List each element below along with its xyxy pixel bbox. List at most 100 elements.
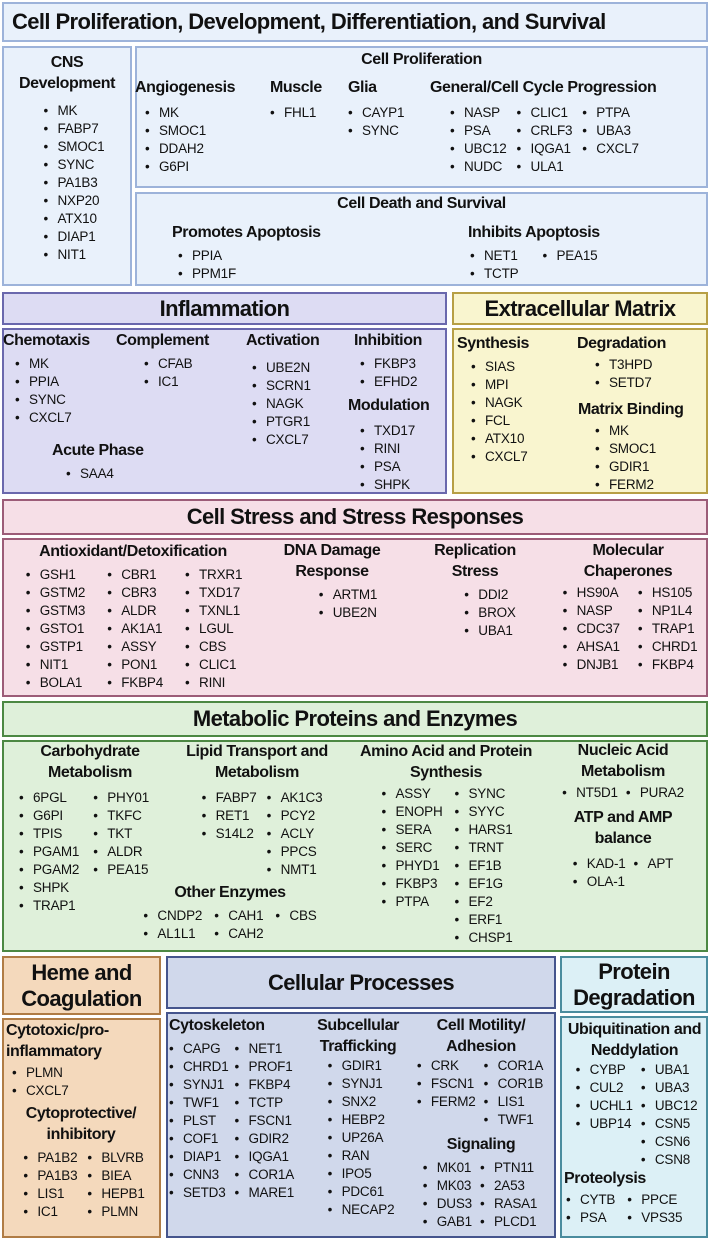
group-title: Other Enzymes (174, 884, 286, 901)
protein-item: CLIC1 (517, 104, 573, 122)
item-columns: 6PGLG6PITPISPGAM1PGAM2SHPKTRAP1PHY01TKFC… (8, 789, 160, 915)
item-columns: PLMNCXCL7 (12, 1064, 156, 1100)
protein-item: ASSY (107, 638, 163, 656)
protein-item: TCTP (470, 265, 519, 283)
protein-item: PHYD1 (381, 857, 442, 875)
item-list: ARTM1UBE2N (319, 586, 378, 622)
item-columns: CYBPCUL2UCHL1UBP14UBA1UBA3UBC12CSN5CSN6C… (566, 1061, 707, 1169)
protein-item: NT5D1 (562, 784, 618, 802)
protein-item: CAYP1 (348, 104, 404, 122)
protein-item: FERM2 (417, 1093, 476, 1111)
section-title: Cell Proliferation, Development, Differe… (12, 9, 606, 34)
item-columns: FABP7RET1S14L2AK1C3PCY2ACLYPPCSNMT1 (176, 789, 348, 879)
protein-item: UBE2N (252, 359, 311, 377)
protein-item: CYTB (566, 1191, 615, 1209)
protein-item: CAH2 (214, 925, 263, 943)
protein-item: CYBP (576, 1061, 633, 1079)
item-list: ASSYENOPHSERASERCPHYD1FKBP3PTPA (381, 785, 442, 947)
section-title: Heme and Coagulation (21, 959, 142, 1011)
protein-item: NIT1 (43, 246, 104, 264)
protein-item: CHRD1 (638, 638, 698, 656)
item-list: SYNCSYYCHARS1TRNTEF1BEF1GEF2ERF1CHSP1 (455, 785, 513, 947)
group-title: Lipid Transport and Metabolism (186, 743, 328, 781)
protein-item: DNJB1 (563, 656, 620, 674)
protein-item: CXCL7 (12, 1082, 69, 1100)
item-list: DDI2BROXUBA1 (464, 586, 516, 640)
protein-item: ATX10 (43, 210, 104, 228)
group-title: Matrix Binding (578, 401, 684, 418)
protein-item: GSTM2 (26, 584, 86, 602)
protein-item: SMOC1 (43, 138, 104, 156)
protein-item: IC1 (23, 1203, 77, 1221)
item-columns: ASSYENOPHSERASERCPHYD1FKBP3PTPASYNCSYYCH… (362, 785, 532, 947)
protein-item: SYNJ1 (328, 1075, 395, 1093)
protein-item: TXD17 (185, 584, 242, 602)
protein-item: PLCD1 (480, 1213, 537, 1231)
item-list: SIASMPINAGKFCLATX10CXCL7 (471, 358, 528, 466)
protein-item: PTPA (582, 104, 639, 122)
protein-item: NUDC (450, 158, 507, 176)
protein-item: PPIA (15, 373, 72, 391)
item-list: UBA1UBA3UBC12CSN5CSN6CSN8 (641, 1061, 698, 1169)
section-header-heme: Heme and Coagulation (2, 956, 161, 1015)
item-list: MK01MK03DUS3GAB1 (423, 1159, 472, 1231)
protein-item: MK01 (423, 1159, 472, 1177)
protein-item: CXCL7 (15, 409, 72, 427)
protein-item: PPIA (178, 247, 236, 265)
item-list: FABP7RET1S14L2 (202, 789, 257, 879)
protein-item: COR1A (235, 1166, 295, 1184)
protein-item: TCTP (235, 1094, 295, 1112)
protein-item: FSCN1 (417, 1075, 476, 1093)
section-header-metabolic: Metabolic Proteins and Enzymes (2, 701, 708, 737)
protein-item: BIEA (87, 1167, 144, 1185)
protein-item: NASP (450, 104, 507, 122)
item-list: KAD-1OLA-1 (573, 855, 626, 891)
protein-item: UBC12 (641, 1097, 698, 1115)
group-title-text: Antioxidant/Detoxification (39, 543, 227, 560)
protein-item: NIT1 (26, 656, 86, 674)
item-columns: NET1TCTP PEA15 (470, 247, 668, 283)
item-list: PLMNCXCL7 (12, 1064, 69, 1100)
protein-item: HEPB1 (87, 1185, 144, 1203)
protein-item: FKBP4 (107, 674, 163, 692)
item-list: T3HPDSETD7 (595, 356, 652, 392)
protein-item: UBC12 (450, 140, 507, 158)
protein-item: BROX (464, 604, 516, 622)
protein-item: FABP7 (202, 789, 257, 807)
protein-item: UBA3 (582, 122, 639, 140)
protein-item: TRNT (455, 839, 513, 857)
group-title: Cytoprotective/ inhibitory (25, 1105, 137, 1143)
item-columns: MKPPIASYNCCXCL7 (15, 355, 113, 427)
protein-item: PA1B3 (23, 1167, 77, 1185)
section-title: Cellular Processes (267, 969, 455, 995)
protein-item: SERA (381, 821, 442, 839)
protein-item: FSCN1 (235, 1112, 295, 1130)
cell-proliferation-title: Cell Proliferation (361, 51, 482, 68)
protein-item: AHSA1 (563, 638, 620, 656)
item-columns: MKSMOC1GDIR1FERM2 (595, 422, 706, 494)
protein-item: CBR3 (107, 584, 163, 602)
item-list: GDIR1SYNJ1SNX2HEBP2UP26ARANIPO5PDC61NECA… (328, 1057, 395, 1219)
protein-item: SYNC (43, 156, 104, 174)
item-columns: MKSMOC1DDAH2G6PI (145, 104, 265, 176)
item-list: MKSMOC1DDAH2G6PI (145, 104, 206, 176)
group-title: Cytoskeleton (169, 1017, 265, 1034)
protein-item: CBS (275, 907, 316, 925)
group-title: Muscle (270, 79, 322, 96)
protein-item: PHY01 (93, 789, 149, 807)
group-title: Inhibits Apoptosis (468, 224, 600, 241)
protein-item: SMOC1 (145, 122, 206, 140)
group-title: Ubiquitination and Neddylation (567, 1021, 702, 1059)
protein-item: TRXR1 (185, 566, 242, 584)
group-replication: Replication Stress DDI2BROXUBA1 (420, 540, 530, 640)
protein-item: PON1 (107, 656, 163, 674)
protein-item: NASP (563, 602, 620, 620)
protein-item: TRAP1 (638, 620, 698, 638)
item-list: CFABIC1 (144, 355, 193, 391)
item-list: CYBPCUL2UCHL1UBP14 (576, 1061, 633, 1169)
section-header-degradation: Protein Degradation (560, 956, 708, 1013)
protein-item: GDIR2 (235, 1130, 295, 1148)
protein-item: UBP14 (576, 1115, 633, 1133)
protein-item: EFHD2 (360, 373, 417, 391)
protein-item: UCHL1 (576, 1097, 633, 1115)
